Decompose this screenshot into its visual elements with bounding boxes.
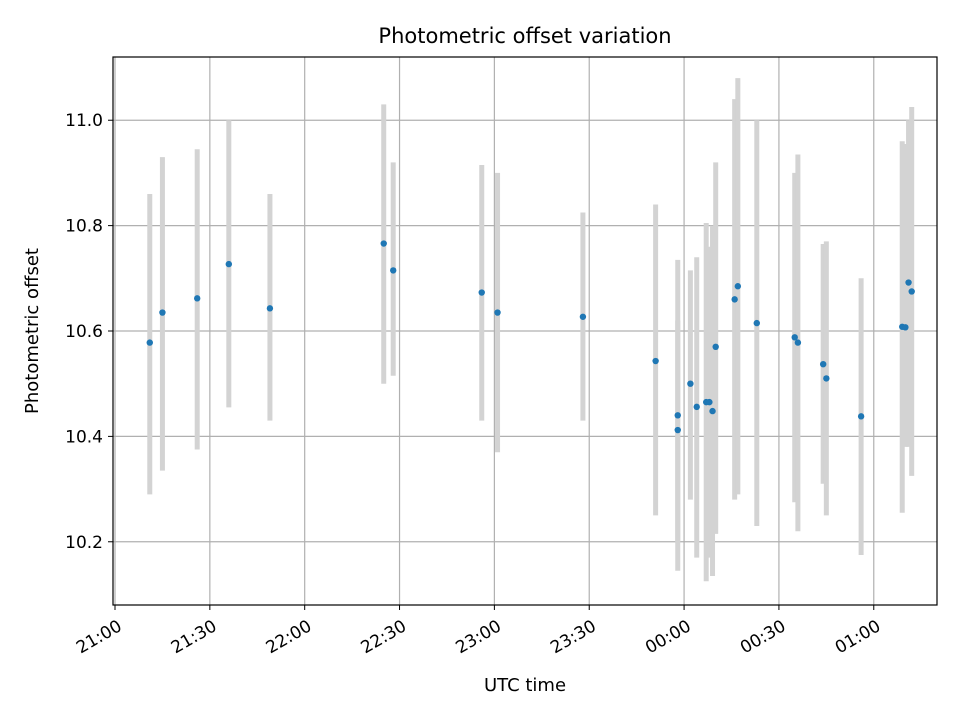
data-point [753, 319, 760, 327]
data-point [693, 403, 700, 411]
data-point [731, 296, 738, 303]
data-point [687, 380, 694, 387]
data-point [709, 407, 716, 415]
data-point [674, 426, 681, 434]
data-point [225, 260, 233, 268]
data-point [390, 267, 397, 274]
data-point [674, 412, 681, 419]
data-point [706, 398, 713, 406]
data-point [734, 283, 742, 290]
data-point [579, 313, 587, 320]
x-axis-title: UTC time [484, 675, 566, 696]
data-point [819, 360, 827, 368]
y-tick-label: 10.8 [65, 217, 103, 237]
data-point [159, 309, 166, 316]
data-point [902, 324, 909, 331]
y-axis-title: Photometric offset [22, 248, 43, 414]
data-point [266, 305, 274, 312]
chart-title: Photometric offset variation [378, 24, 671, 48]
y-tick-label: 10.2 [65, 533, 103, 553]
y-tick-label: 10.6 [65, 322, 103, 342]
y-axis: 10.2 10.4 10.6 10.8 11.0 [65, 111, 113, 553]
data-point [652, 357, 659, 365]
data-point [146, 339, 153, 346]
data-point [857, 413, 865, 420]
data-point [791, 334, 798, 341]
data-point [794, 339, 802, 346]
y-tick-label: 11.0 [65, 111, 103, 131]
data-point [194, 295, 201, 302]
data-point [905, 279, 912, 286]
data-point [494, 309, 501, 316]
data-point [908, 288, 915, 295]
data-point [478, 289, 485, 296]
y-tick-label: 10.4 [65, 427, 103, 447]
data-point [712, 343, 719, 351]
data-point [380, 240, 387, 247]
point-layer [146, 240, 915, 434]
data-point [823, 375, 830, 382]
